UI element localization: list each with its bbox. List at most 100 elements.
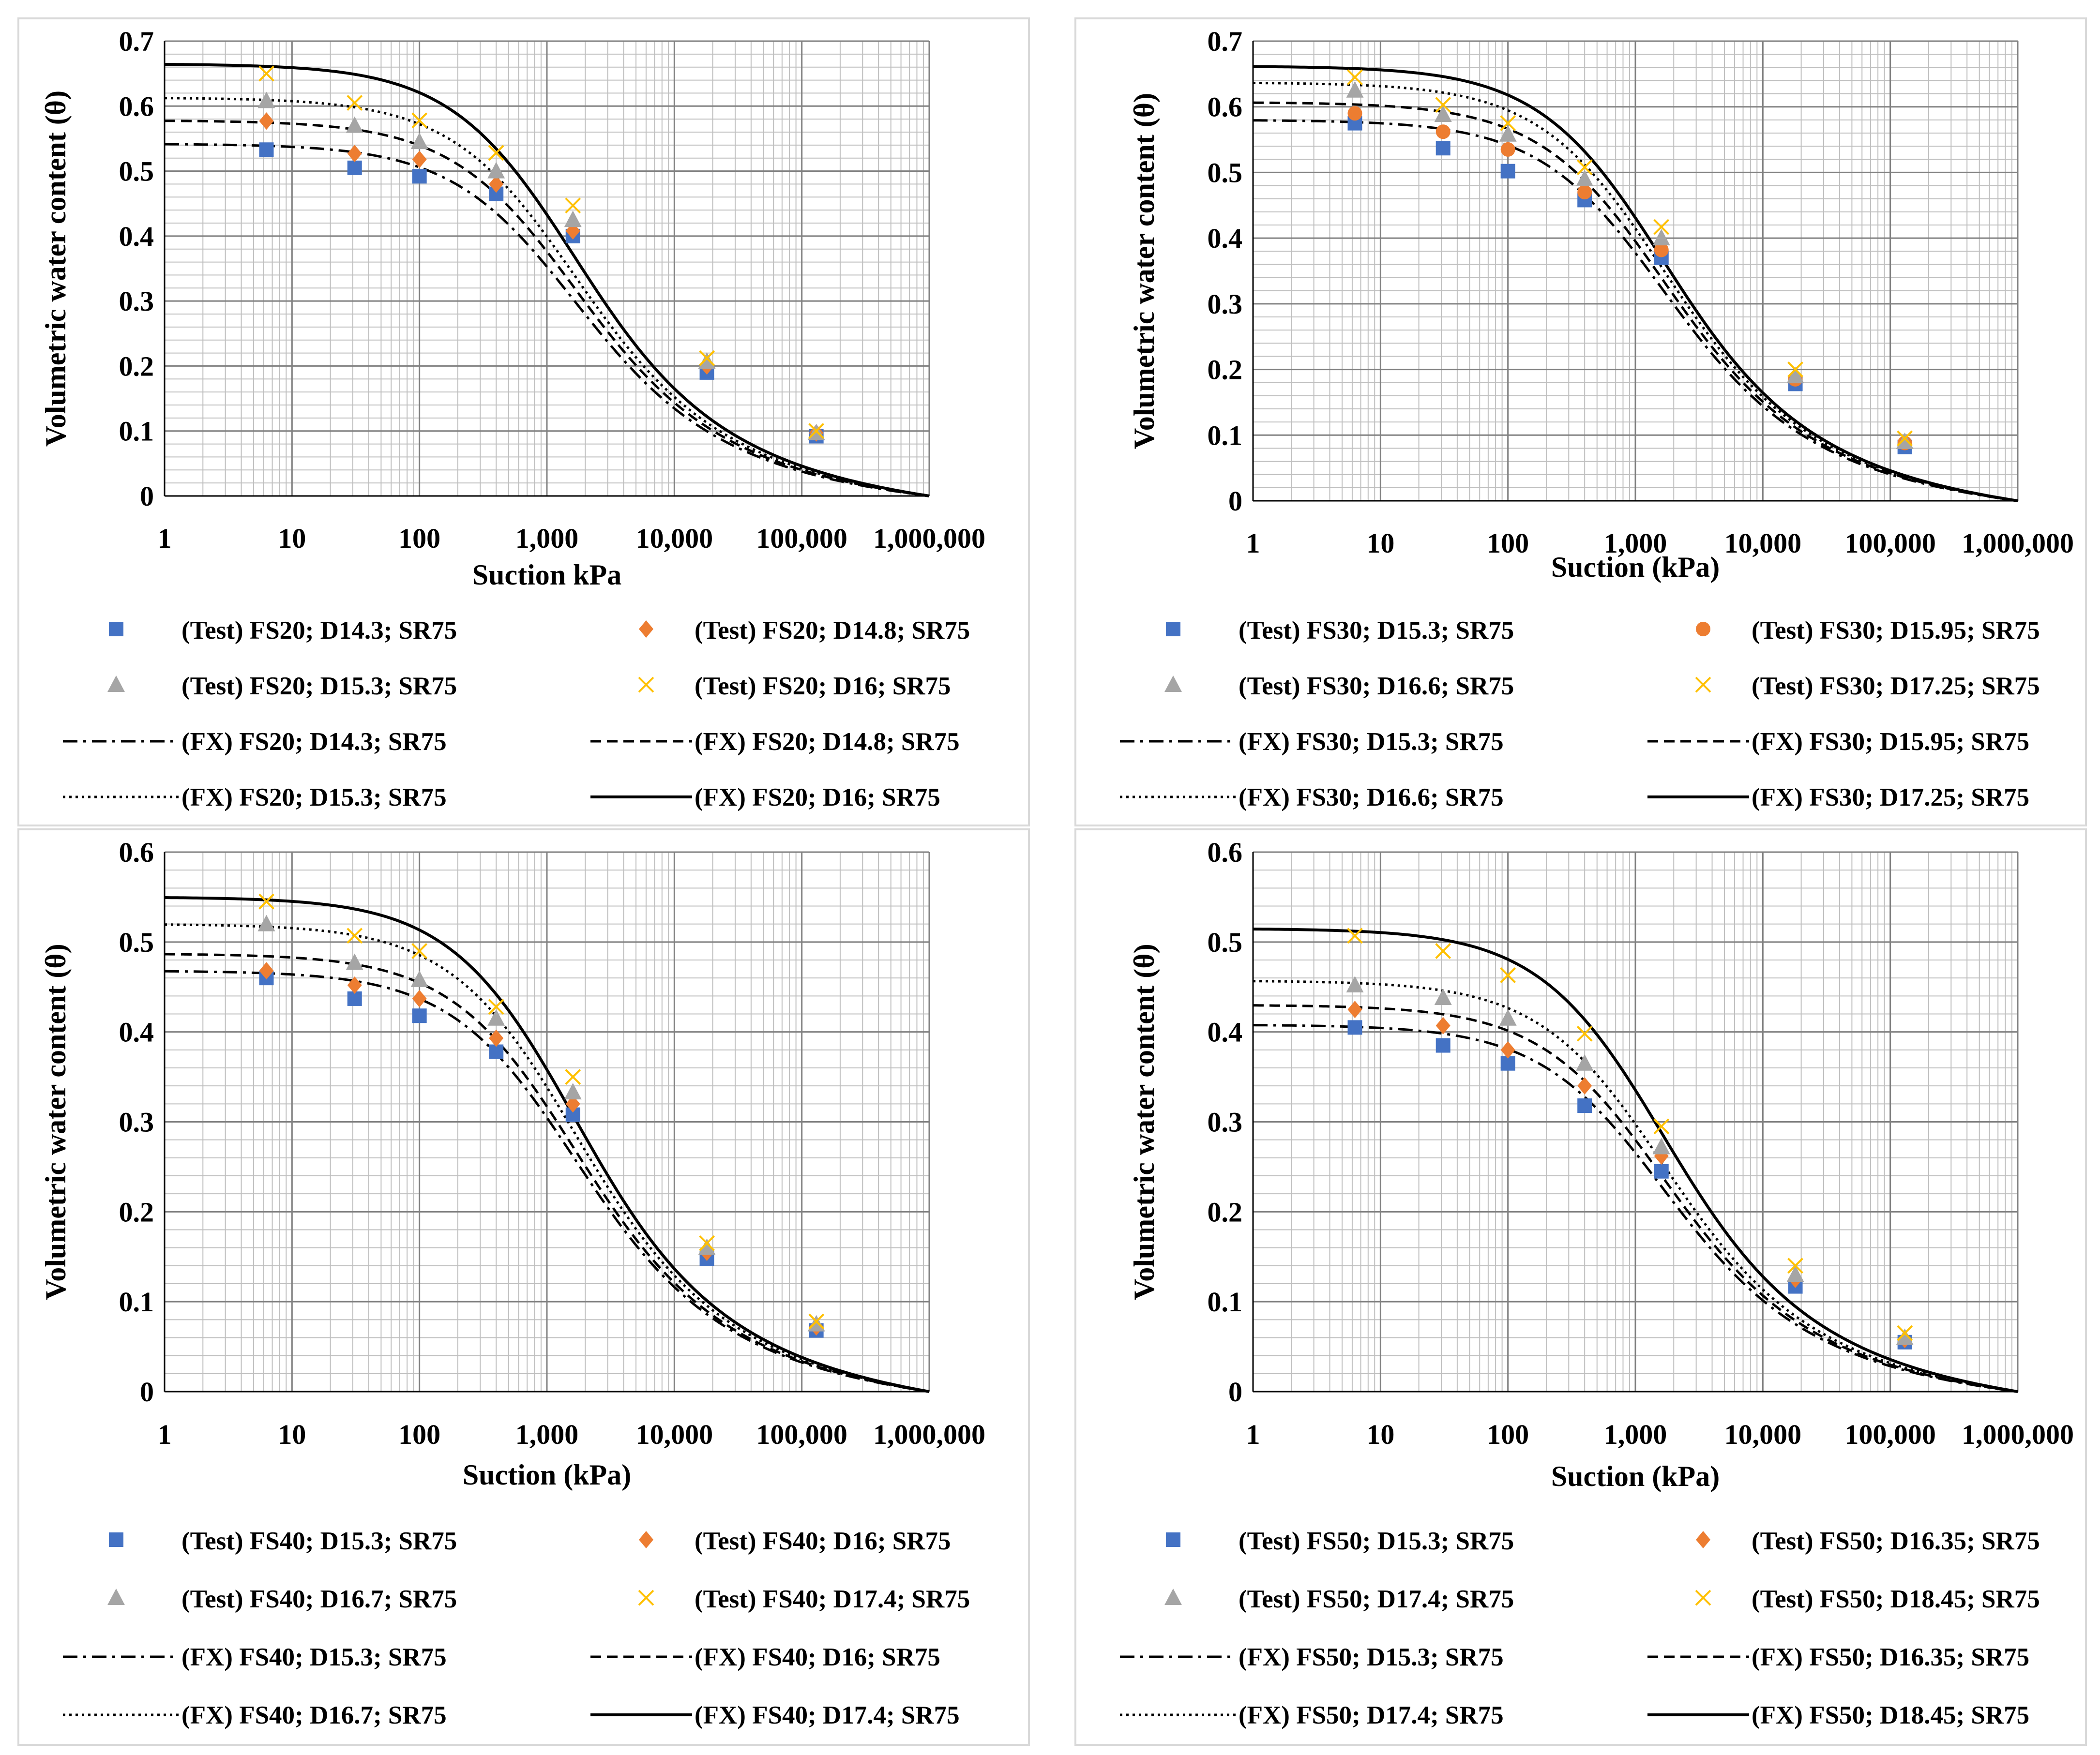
- marker-shape: [808, 1313, 825, 1330]
- data-point: [1897, 430, 1913, 447]
- x-tick-label: 1: [158, 523, 172, 554]
- marker-shape: [346, 116, 363, 133]
- legend-marker: [107, 1589, 125, 1605]
- y-tick-label: 0.1: [119, 416, 154, 447]
- y-tick-label: 0: [1228, 485, 1242, 517]
- marker-shape: [259, 962, 274, 980]
- legend-marker: [1695, 676, 1711, 693]
- x-axis-title: Suction (kPa): [463, 1459, 631, 1491]
- legend-label: (FX) FS40; D17.4; SR75: [695, 1701, 960, 1729]
- chart-panel-fs30: 0 0.1 0.2 0.3 0.4 0.5 0.6 0.7 1 10 100 1,000 10,000 1…: [1074, 17, 2087, 826]
- data-point: [1577, 1077, 1592, 1095]
- fit-curve: [164, 896, 930, 1393]
- marker-shape: [1166, 622, 1180, 636]
- marker-shape: [1576, 170, 1594, 186]
- x-tick-label: 100: [398, 523, 440, 554]
- data-point: [347, 160, 362, 175]
- data-point: [565, 1095, 580, 1113]
- data-point: [259, 142, 274, 157]
- data-point: [1435, 1038, 1450, 1053]
- marker-shape: [1654, 242, 1669, 257]
- legend-marker: [1166, 622, 1180, 636]
- data-point: [1347, 106, 1362, 121]
- data-point: [1576, 1025, 1593, 1042]
- marker-shape: [1499, 125, 1517, 142]
- data-point: [489, 175, 504, 193]
- marker-shape: [1347, 1001, 1362, 1019]
- marker-shape: [1500, 1041, 1515, 1059]
- data-point: [1500, 164, 1515, 179]
- marker-shape: [1696, 622, 1710, 636]
- y-tick-label: 0.3: [1208, 1107, 1243, 1138]
- marker-shape: [411, 112, 428, 129]
- data-point: [412, 169, 427, 184]
- y-tick-label: 0: [1228, 1376, 1242, 1408]
- x-tick-label: 1: [1246, 1419, 1260, 1450]
- legend-label: (Test) FS20; D16; SR75: [695, 672, 951, 700]
- legend-marker: [1696, 1531, 1710, 1548]
- fit-curve: [1253, 119, 2018, 502]
- y-axis-title: Volumetric water content (θ): [1128, 93, 1160, 449]
- data-point: [1435, 1017, 1450, 1035]
- y-axis-title: Volumetric water content (θ): [40, 90, 72, 447]
- marker-shape: [565, 1095, 580, 1113]
- data-point: [808, 423, 825, 439]
- x-tick-label: 1,000: [1604, 527, 1667, 559]
- data-point: [412, 990, 427, 1007]
- marker-shape: [638, 1590, 654, 1606]
- marker-shape: [564, 210, 582, 227]
- x-tick-label: 1,000: [515, 523, 579, 554]
- legend-label: (Test) FS50; D17.4; SR75: [1239, 1585, 1514, 1613]
- y-axis-title: Volumetric water content (θ): [40, 944, 72, 1300]
- marker-shape: [1695, 1590, 1711, 1606]
- y-tick-label: 0.4: [1208, 1017, 1243, 1048]
- x-tick-label: 1,000,000: [873, 523, 985, 554]
- legend-label: (Test) FS20; D14.8; SR75: [695, 616, 970, 645]
- x-axis-title: Suction (kPa): [1551, 551, 1720, 583]
- data-point: [411, 112, 428, 129]
- data-point: [1576, 1054, 1594, 1071]
- data-point: [1786, 1265, 1804, 1282]
- data-point: [699, 1235, 715, 1251]
- legend-label: (FX) FS40; D16; SR75: [695, 1643, 940, 1671]
- marker-shape: [1435, 1017, 1450, 1035]
- data-point: [698, 1238, 716, 1255]
- legend-label: (FX) FS40; D15.3; SR75: [181, 1643, 447, 1671]
- x-tick-label: 10,000: [636, 523, 713, 554]
- marker-shape: [1696, 1531, 1710, 1548]
- marker-shape: [347, 160, 362, 175]
- y-tick-label: 0.7: [119, 26, 154, 57]
- marker-shape: [488, 145, 504, 161]
- data-point: [346, 953, 363, 970]
- marker-shape: [1499, 1009, 1517, 1026]
- marker-shape: [807, 1315, 825, 1332]
- y-tick-label: 0.7: [1208, 26, 1243, 57]
- legend-label: (Test) FS40; D16; SR75: [695, 1527, 951, 1555]
- data-point: [259, 112, 274, 130]
- y-tick-label: 0.5: [119, 927, 154, 958]
- y-tick-label: 0.1: [119, 1286, 154, 1318]
- marker-shape: [1897, 1325, 1913, 1341]
- legend-label: (FX) FS30; D16.6; SR75: [1239, 783, 1504, 811]
- data-point: [1577, 185, 1592, 200]
- data-point: [698, 352, 716, 369]
- marker-shape: [1500, 142, 1515, 157]
- x-tick-label: 10,000: [1724, 1419, 1802, 1450]
- marker-shape: [1896, 1328, 1914, 1345]
- data-point: [1652, 1138, 1670, 1155]
- data-point: [565, 1069, 581, 1085]
- data-point: [257, 91, 275, 108]
- marker-shape: [412, 150, 427, 168]
- chart-svg: 0 0.1 0.2 0.3 0.4 0.5 0.6 0.7 1 10 100 1,000 10,000 1…: [1120, 26, 2074, 811]
- marker-shape: [1435, 97, 1451, 113]
- y-tick-label: 0.2: [1208, 354, 1243, 386]
- y-tick-label: 0.3: [1208, 288, 1243, 320]
- y-tick-label: 0: [140, 1376, 154, 1408]
- marker-shape: [489, 175, 504, 193]
- legend-label: (Test) FS50; D18.45; SR75: [1752, 1585, 2040, 1613]
- marker-shape: [1166, 1532, 1180, 1547]
- x-tick-label: 10: [278, 523, 306, 554]
- data-point: [1500, 1041, 1515, 1059]
- y-tick-label: 0.2: [119, 1196, 154, 1228]
- data-point: [1435, 124, 1450, 139]
